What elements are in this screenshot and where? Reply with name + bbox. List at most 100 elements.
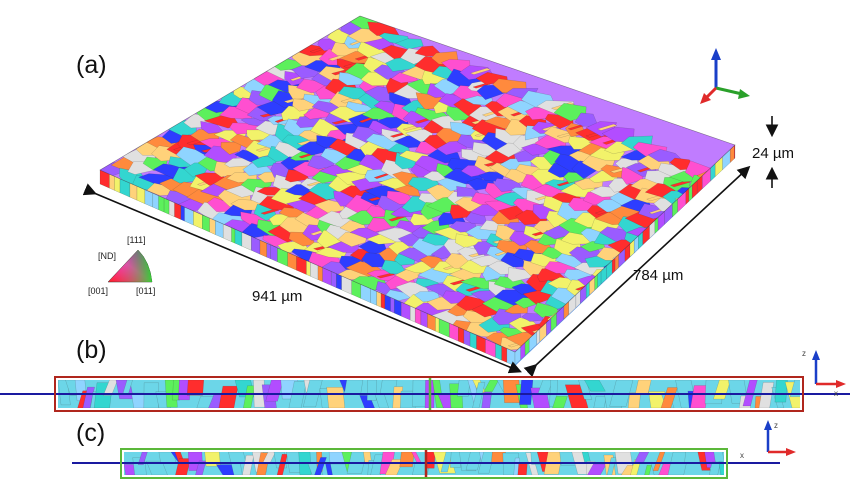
grain xyxy=(472,82,491,89)
grain xyxy=(720,204,735,218)
section-b-frame xyxy=(54,376,804,412)
grain xyxy=(696,218,724,233)
grain xyxy=(597,123,618,131)
grain xyxy=(143,382,159,408)
panel-b-section xyxy=(0,376,850,412)
grain xyxy=(306,260,311,277)
grain xyxy=(435,316,440,334)
panel-c-label: (c) xyxy=(76,419,105,447)
grain xyxy=(317,265,323,282)
grain xyxy=(410,305,416,323)
width-dimension-arrow xyxy=(523,165,751,378)
grain xyxy=(593,396,607,408)
grain xyxy=(627,392,641,408)
grain xyxy=(146,460,168,475)
grain xyxy=(200,121,225,134)
ipf-nd-label: [ND] xyxy=(98,251,116,261)
grain xyxy=(648,244,684,261)
grain xyxy=(137,452,148,465)
grain xyxy=(314,457,327,475)
grain xyxy=(82,386,95,408)
grain xyxy=(399,452,415,468)
grain xyxy=(483,380,499,392)
ipf-011-label: [011] xyxy=(136,286,155,296)
svg-text:z: z xyxy=(802,349,806,358)
grain xyxy=(758,382,775,408)
grain xyxy=(394,38,424,50)
grain xyxy=(747,190,776,206)
grain xyxy=(677,233,707,250)
grain xyxy=(366,380,377,401)
slab-top-grains xyxy=(100,16,776,351)
grain xyxy=(343,61,365,69)
grain xyxy=(392,386,404,408)
section-c-frame xyxy=(120,448,728,479)
grain xyxy=(186,380,205,396)
grain xyxy=(734,144,736,160)
grain xyxy=(673,216,704,234)
svg-text:z: z xyxy=(774,421,778,430)
grain xyxy=(336,273,342,291)
grain xyxy=(218,385,239,408)
grain xyxy=(163,197,170,215)
grain xyxy=(114,176,121,194)
grain xyxy=(789,380,800,397)
grain xyxy=(652,452,666,471)
grain xyxy=(399,390,417,408)
grain xyxy=(384,294,391,312)
length-dimension-arrow xyxy=(82,183,522,374)
svg-text:x: x xyxy=(834,389,838,398)
grain xyxy=(690,385,710,408)
grain xyxy=(387,143,411,154)
grain xyxy=(472,382,486,408)
grain xyxy=(390,297,395,314)
grain xyxy=(204,452,221,467)
grain xyxy=(722,452,724,462)
grain xyxy=(231,227,236,244)
grain xyxy=(58,380,71,406)
grain xyxy=(708,211,735,227)
grain xyxy=(662,243,695,252)
ipf-111-label: [111] xyxy=(127,235,146,245)
grain xyxy=(501,345,508,363)
axis-triad-b: z x xyxy=(802,349,846,398)
grain xyxy=(243,385,256,408)
grain xyxy=(553,102,587,122)
grain xyxy=(469,67,492,75)
axis-triad-a xyxy=(700,48,750,104)
grain xyxy=(738,200,763,212)
grain xyxy=(242,455,255,475)
grain xyxy=(195,460,207,475)
grain xyxy=(711,198,732,212)
grain xyxy=(158,195,165,213)
grain xyxy=(719,190,735,205)
grain xyxy=(109,173,115,191)
grain xyxy=(124,464,137,475)
grain xyxy=(481,391,492,408)
grain xyxy=(644,465,652,475)
grain xyxy=(180,205,185,222)
grain xyxy=(220,141,243,155)
thickness-label: 24 µm xyxy=(752,145,794,162)
svg-text:x: x xyxy=(740,451,744,460)
grain xyxy=(684,224,720,242)
grain xyxy=(276,454,288,475)
grain xyxy=(331,271,337,289)
grain xyxy=(711,176,735,191)
grain xyxy=(234,149,263,163)
grain xyxy=(376,290,382,308)
grain xyxy=(458,326,465,344)
length-label: 941 µm xyxy=(252,288,302,305)
grain xyxy=(517,462,528,475)
grain xyxy=(733,182,735,197)
grain xyxy=(326,387,346,408)
grain xyxy=(266,242,271,260)
width-label: 784 µm xyxy=(633,267,683,284)
grain xyxy=(574,112,599,127)
grain xyxy=(718,461,724,475)
grain xyxy=(530,452,540,465)
panel-a-label: (a) xyxy=(76,51,107,79)
ipf-color-key: [ND] [111] [001] [011] xyxy=(88,235,155,296)
axis-triad-c: z x xyxy=(740,420,796,460)
ipf-001-label: [001] xyxy=(88,286,108,296)
